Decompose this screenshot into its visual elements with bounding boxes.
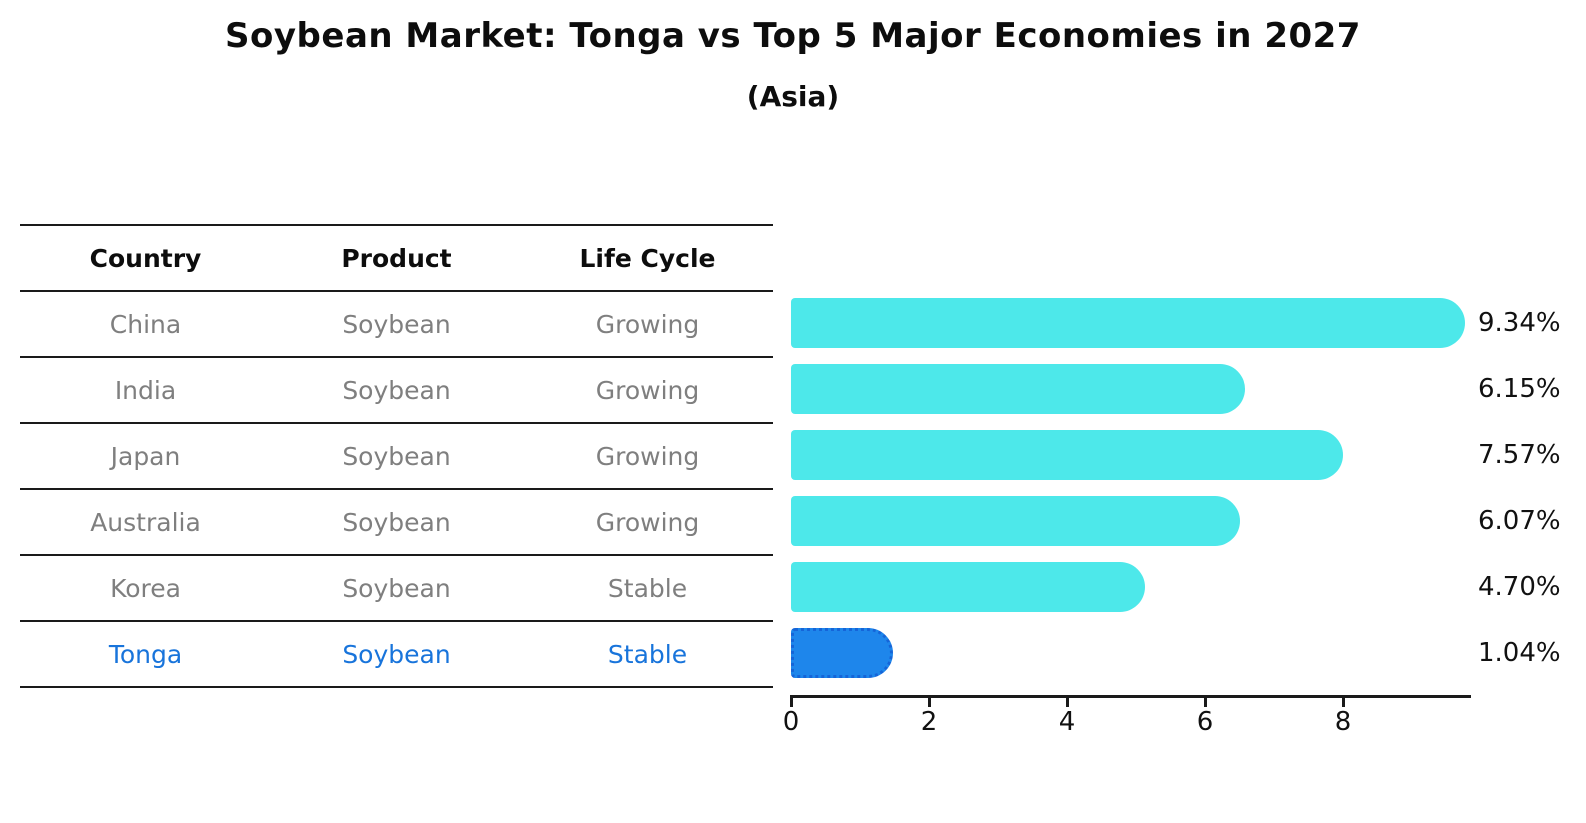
- bar-value-label: 4.70%: [1478, 572, 1561, 602]
- table-cell-life-cycle: Stable: [607, 573, 688, 603]
- column-header-product: Product: [341, 243, 452, 273]
- x-tick-mark: [790, 698, 793, 707]
- table-body: China Soybean Growing India Soybean Growing Ja…: [20, 292, 773, 688]
- table-row: Tonga Soybean Stable: [20, 622, 773, 688]
- bar-china: [791, 298, 1466, 348]
- table-cell-product: Soybean: [342, 441, 451, 471]
- table-cell-country: Australia: [90, 507, 201, 537]
- bar-value-label: 6.07%: [1478, 506, 1561, 536]
- table-row: Japan Soybean Growing: [20, 424, 773, 490]
- table-row: China Soybean Growing: [20, 292, 773, 358]
- table-cell-country: Tonga: [108, 639, 183, 669]
- table-cell-life-cycle: Growing: [595, 375, 700, 405]
- country-product-table: Country Product Life Cycle China Soybean G…: [20, 224, 773, 688]
- chart-subtitle: (Asia): [746, 80, 840, 113]
- table-cell-life-cycle: Growing: [595, 507, 700, 537]
- x-tick-mark: [1066, 698, 1069, 707]
- column-header-life-cycle: Life Cycle: [579, 243, 716, 273]
- table-row: India Soybean Growing: [20, 358, 773, 424]
- table-cell-country: China: [109, 309, 182, 339]
- table-cell-life-cycle: Stable: [607, 639, 688, 669]
- bar-korea: [791, 562, 1146, 612]
- table-cell-life-cycle: Growing: [595, 309, 700, 339]
- x-tick-mark: [1342, 698, 1345, 707]
- bar-value-label: 9.34%: [1478, 308, 1561, 338]
- table-row: Australia Soybean Growing: [20, 490, 773, 556]
- table-cell-country: Korea: [110, 573, 181, 603]
- table-cell-product: Soybean: [342, 639, 451, 669]
- table-cell-country: India: [114, 375, 177, 405]
- x-tick-mark: [928, 698, 931, 707]
- bar-tonga: [791, 628, 893, 678]
- table-cell-product: Soybean: [342, 573, 451, 603]
- bar-value-label: 6.15%: [1478, 374, 1561, 404]
- x-tick-mark: [1204, 698, 1207, 707]
- table-header-row: Country Product Life Cycle: [20, 224, 773, 292]
- bar-value-label: 1.04%: [1478, 638, 1561, 668]
- column-header-country: Country: [89, 243, 202, 273]
- bar-india: [791, 364, 1246, 414]
- table-cell-country: Japan: [110, 441, 181, 471]
- bar-value-label: 7.57%: [1478, 440, 1561, 470]
- table-cell-product: Soybean: [342, 375, 451, 405]
- table-cell-life-cycle: Growing: [595, 441, 700, 471]
- x-axis-line: [790, 695, 1471, 698]
- x-tick-label: 8: [1334, 707, 1352, 737]
- bar-australia: [791, 496, 1240, 546]
- table-cell-product: Soybean: [342, 309, 451, 339]
- x-tick-label: 0: [782, 707, 800, 737]
- chart-title: Soybean Market: Tonga vs Top 5 Major Eco…: [225, 16, 1361, 56]
- x-tick-label: 2: [920, 707, 938, 737]
- bar-japan: [791, 430, 1344, 480]
- table-cell-product: Soybean: [342, 507, 451, 537]
- x-tick-label: 4: [1058, 707, 1076, 737]
- x-tick-label: 6: [1196, 707, 1214, 737]
- table-row: Korea Soybean Stable: [20, 556, 773, 622]
